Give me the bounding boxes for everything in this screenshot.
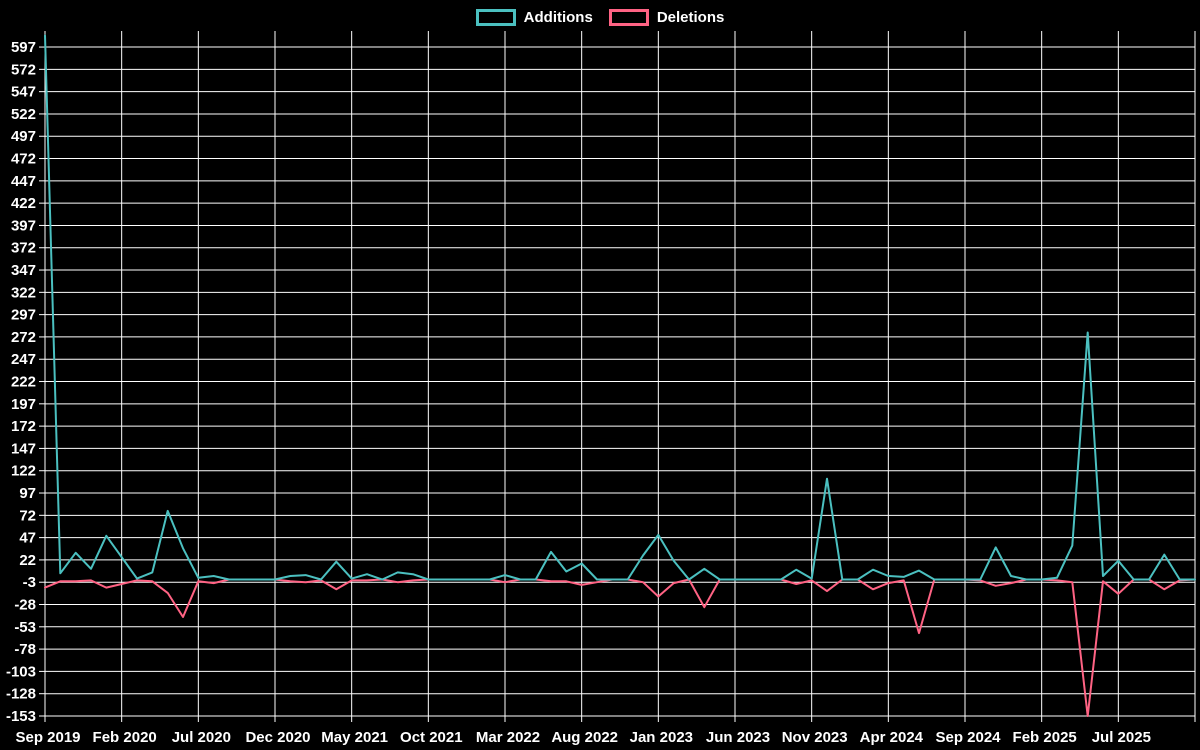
x-tick-label: Jul 2025 (1092, 729, 1151, 746)
y-tick-label: 522 (11, 106, 36, 123)
y-tick-label: 72 (19, 507, 36, 524)
legend-item-additions[interactable]: Additions (475, 8, 593, 26)
y-tick-label: -128 (6, 686, 36, 703)
y-tick-label: 572 (11, 61, 36, 78)
x-tick-label: Jun 2023 (706, 729, 770, 746)
y-tick-label: 222 (11, 374, 36, 391)
y-tick-label: 147 (11, 440, 36, 457)
y-tick-label: 97 (19, 485, 36, 502)
y-tick-label: -28 (14, 597, 36, 614)
x-tick-label: Mar 2022 (476, 729, 540, 746)
y-tick-label: 272 (11, 329, 36, 346)
y-tick-label: 347 (11, 262, 36, 279)
y-tick-label: 247 (11, 351, 36, 368)
x-tick-label: Apr 2024 (860, 729, 924, 746)
legend-swatch-additions-icon (475, 8, 516, 26)
y-tick-label: 597 (11, 39, 36, 56)
legend-label-additions: Additions (523, 8, 593, 26)
y-tick-label: -78 (14, 641, 36, 658)
y-tick-label: 172 (11, 418, 36, 435)
y-tick-label: 447 (11, 173, 36, 190)
y-tick-label: 372 (11, 240, 36, 257)
y-tick-label: 197 (11, 396, 36, 413)
x-tick-label: Dec 2020 (245, 729, 310, 746)
x-tick-label: May 2021 (321, 729, 388, 746)
x-tick-label: Sep 2024 (935, 729, 1001, 746)
x-tick-label: Oct 2021 (400, 729, 463, 746)
y-tick-label: -3 (23, 574, 36, 591)
y-tick-label: 497 (11, 128, 36, 145)
y-tick-label: 472 (11, 151, 36, 168)
y-tick-label: -153 (6, 708, 36, 725)
deletions-line (44, 578, 1196, 717)
y-tick-label: 397 (11, 217, 36, 234)
y-tick-label: -103 (6, 663, 36, 680)
y-tick-label: 47 (19, 530, 36, 547)
additions-line (44, 34, 1196, 581)
legend-swatch-deletions-icon (608, 8, 649, 26)
y-tick-label: 422 (11, 195, 36, 212)
x-tick-label: Jul 2020 (172, 729, 231, 746)
x-tick-label: Feb 2020 (93, 729, 157, 746)
x-tick-label: Jan 2023 (630, 729, 693, 746)
y-tick-label: 547 (11, 84, 36, 101)
y-tick-label: 297 (11, 307, 36, 324)
y-tick-label: -53 (14, 619, 36, 636)
y-tick-label: 322 (11, 284, 36, 301)
legend: Additions Deletions (0, 6, 1200, 28)
x-tick-label: Feb 2025 (1013, 729, 1077, 746)
y-tick-label: 22 (19, 552, 36, 569)
legend-item-deletions[interactable]: Deletions (608, 8, 725, 26)
x-tick-label: Aug 2022 (551, 729, 618, 746)
y-tick-label: 122 (11, 463, 36, 480)
x-tick-label: Sep 2019 (15, 729, 80, 746)
legend-label-deletions: Deletions (656, 8, 725, 26)
x-tick-label: Nov 2023 (782, 729, 848, 746)
